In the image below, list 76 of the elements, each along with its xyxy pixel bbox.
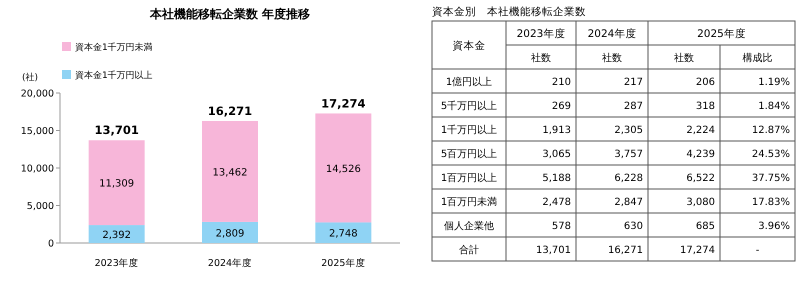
- text: 2023年度: [516, 27, 566, 40]
- category-label: 1億円以上: [446, 76, 492, 88]
- data-label: 3,080: [686, 197, 715, 208]
- text: 資本金: [452, 39, 486, 52]
- y-tick-label: 15,000: [20, 126, 54, 137]
- y-tick-label: 5,000: [26, 201, 54, 212]
- data-label: 2,478: [542, 197, 571, 208]
- y-axis-title: (社): [22, 72, 38, 83]
- data-label: 37.75%: [752, 173, 790, 184]
- data-label: 2,305: [614, 125, 643, 136]
- data-label: 2,847: [614, 197, 643, 208]
- data-label: 2,748: [329, 228, 358, 240]
- category-label: 合計: [459, 244, 479, 256]
- data-label: 4,239: [686, 149, 715, 160]
- category-label: 5百万円以上: [440, 148, 498, 160]
- text: 2025年度: [697, 27, 746, 40]
- text: 社数: [531, 52, 551, 64]
- data-label: 3,065: [542, 149, 571, 160]
- bar: [315, 222, 372, 243]
- data-label: 6,522: [686, 173, 715, 184]
- category-label: 1百万円未満: [440, 196, 498, 208]
- data-label: 11,309: [99, 178, 134, 190]
- data-label: 1.19%: [758, 77, 790, 88]
- bar: [88, 140, 145, 226]
- data-label: 206: [696, 77, 715, 88]
- data-label: 578: [552, 221, 571, 232]
- data-label: 685: [696, 221, 715, 232]
- data-label: 13,462: [212, 167, 248, 178]
- data-label: 3,757: [614, 149, 643, 160]
- data-label: 17,274: [680, 245, 715, 256]
- text: 構成比: [742, 52, 772, 64]
- bar: [202, 120, 258, 222]
- data-label: 2,809: [216, 228, 244, 240]
- total-label: 13,701: [94, 123, 139, 138]
- data-label: 287: [624, 101, 643, 112]
- category-label: 個人企業他: [444, 220, 494, 232]
- category-label: 1千万円以上: [440, 124, 498, 136]
- data-label: 16,271: [608, 245, 643, 256]
- legend-label: 資本金1千万円未満: [75, 42, 153, 53]
- data-label: 12.87%: [752, 125, 790, 136]
- data-label: 3.96%: [758, 221, 790, 232]
- data-label: 2,224: [686, 125, 715, 136]
- data-label: 5,188: [542, 173, 571, 184]
- category-label: 1百万円以上: [440, 172, 498, 184]
- category-label: 5千万円以上: [440, 100, 498, 112]
- data-label: 318: [696, 101, 715, 112]
- data-label: 217: [624, 77, 643, 88]
- text: 資本金別 本社機能移転企業数: [432, 5, 586, 18]
- legend-label: 資本金1千万円以上: [75, 70, 153, 81]
- total-label: 17,274: [321, 96, 366, 110]
- y-tick-label: 0: [48, 238, 54, 250]
- text: 2024年度: [588, 27, 636, 40]
- data-label: 14,526: [326, 164, 361, 175]
- text: 社数: [602, 52, 622, 64]
- bar: [202, 222, 258, 243]
- bar: [88, 225, 145, 243]
- data-label: 24.53%: [752, 149, 790, 160]
- data-label: 2,392: [102, 230, 131, 242]
- total-label: 16,271: [208, 104, 252, 118]
- data-label: 1.84%: [758, 101, 790, 112]
- chart-title: 本社機能移転企業数 年度推移: [148, 7, 310, 21]
- x-tick-label: 2025年度: [321, 257, 366, 269]
- data-label: 630: [624, 221, 643, 232]
- bar: [315, 113, 372, 222]
- y-tick-label: 20,000: [20, 88, 54, 100]
- x-tick-label: 2024年度: [208, 257, 252, 269]
- data-label: 269: [552, 101, 571, 112]
- data-label: 210: [552, 77, 571, 88]
- data-label: 13,701: [536, 245, 571, 256]
- data-label: -: [756, 245, 760, 256]
- data-label: 1,913: [542, 125, 571, 136]
- data-label: 6,228: [614, 173, 643, 184]
- text: 社数: [674, 52, 694, 64]
- y-tick-label: 10,000: [20, 164, 54, 174]
- x-tick-label: 2023年度: [94, 257, 139, 269]
- data-label: 17.83%: [752, 197, 790, 208]
